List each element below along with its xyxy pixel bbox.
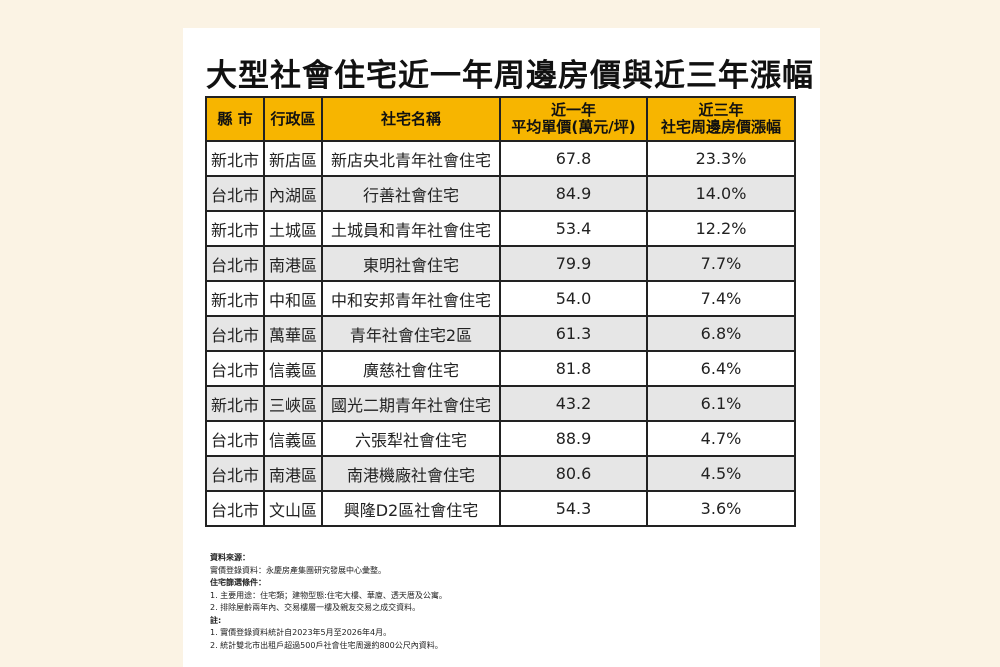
cell-district: 新店區 <box>263 140 323 177</box>
cell-city: 台北市 <box>205 175 265 212</box>
housing-price-table: 縣 市 行政區 社宅名稱 近一年 平均單價(萬元/坪) 近三年 社宅周邊房價漲幅… <box>205 96 796 527</box>
cell-growth: 7.4% <box>646 280 796 317</box>
cell-growth: 3.6% <box>646 490 796 527</box>
cell-city: 台北市 <box>205 350 265 387</box>
header-growth-line2: 社宅周邊房價漲幅 <box>660 118 781 136</box>
cell-city: 新北市 <box>205 210 265 247</box>
source-text: 實價登錄資料：永慶房產集團研究發展中心彙整。 <box>210 565 386 575</box>
filter-item: 2. 排除屋齡兩年內、交易樓層一樓及親友交易之成交資料。 <box>210 603 421 612</box>
page-title: 大型社會住宅近一年周邊房價與近三年漲幅 <box>206 58 814 94</box>
cell-name: 國光二期青年社會住宅 <box>321 385 501 422</box>
table-row: 台北市 內湖區 行善社會住宅 84.9 14.0% <box>205 175 796 212</box>
table-row: 台北市 南港區 南港機廠社會住宅 80.6 4.5% <box>205 455 796 492</box>
header-price-line1: 近一年 <box>550 101 596 119</box>
header-city: 縣 市 <box>205 96 265 142</box>
cell-city: 台北市 <box>205 245 265 282</box>
cell-price: 54.3 <box>499 490 648 527</box>
cell-growth: 6.1% <box>646 385 796 422</box>
table-row: 台北市 文山區 興隆D2區社會住宅 54.3 3.6% <box>205 490 796 527</box>
note-item: 2. 統計雙北市出租戶超過500戶社會住宅周邊約800公尺內資料。 <box>210 640 443 650</box>
table-row: 新北市 三峽區 國光二期青年社會住宅 43.2 6.1% <box>205 385 796 422</box>
filter-item: 1. 主要用途：住宅類；建物型態:住宅大樓、華廈、透天厝及公寓。 <box>210 590 447 600</box>
cell-city: 新北市 <box>205 280 265 317</box>
cell-district: 南港區 <box>263 455 323 492</box>
cell-city: 台北市 <box>205 315 265 352</box>
cell-price: 61.3 <box>499 315 648 352</box>
header-price-line2: 平均單價(萬元/坪) <box>511 118 636 136</box>
cell-name: 興隆D2區社會住宅 <box>321 490 501 527</box>
cell-growth: 7.7% <box>646 245 796 282</box>
cell-price: 67.8 <box>499 140 648 177</box>
table-row: 新北市 新店區 新店央北青年社會住宅 67.8 23.3% <box>205 140 796 177</box>
footnotes: 資料來源： 實價登錄資料：永慶房產集團研究發展中心彙整。 住宅篩選條件： 1. … <box>210 552 447 652</box>
header-name: 社宅名稱 <box>321 96 501 142</box>
cell-price: 80.6 <box>499 455 648 492</box>
cell-price: 54.0 <box>499 280 648 317</box>
cell-growth: 23.3% <box>646 140 796 177</box>
table-row: 台北市 信義區 六張犁社會住宅 88.9 4.7% <box>205 420 796 457</box>
header-district: 行政區 <box>263 96 323 142</box>
source-heading: 資料來源： <box>210 553 250 562</box>
header-growth: 近三年 社宅周邊房價漲幅 <box>646 96 796 142</box>
header-price: 近一年 平均單價(萬元/坪) <box>499 96 648 142</box>
cell-growth: 4.5% <box>646 455 796 492</box>
cell-district: 中和區 <box>263 280 323 317</box>
cell-name: 中和安邦青年社會住宅 <box>321 280 501 317</box>
cell-city: 台北市 <box>205 455 265 492</box>
cell-name: 南港機廠社會住宅 <box>321 455 501 492</box>
table-row: 台北市 萬華區 青年社會住宅2區 61.3 6.8% <box>205 315 796 352</box>
cell-district: 內湖區 <box>263 175 323 212</box>
cell-growth: 12.2% <box>646 210 796 247</box>
cell-price: 53.4 <box>499 210 648 247</box>
cell-district: 文山區 <box>263 490 323 527</box>
cell-price: 81.8 <box>499 350 648 387</box>
header-growth-line1: 近三年 <box>698 101 744 119</box>
filter-heading: 住宅篩選條件： <box>210 578 266 587</box>
cell-growth: 6.4% <box>646 350 796 387</box>
cell-growth: 4.7% <box>646 420 796 457</box>
table-header-row: 縣 市 行政區 社宅名稱 近一年 平均單價(萬元/坪) 近三年 社宅周邊房價漲幅 <box>205 96 796 142</box>
cell-city: 新北市 <box>205 140 265 177</box>
cell-district: 三峽區 <box>263 385 323 422</box>
cell-district: 南港區 <box>263 245 323 282</box>
cell-price: 84.9 <box>499 175 648 212</box>
cell-growth: 6.8% <box>646 315 796 352</box>
cell-district: 信義區 <box>263 350 323 387</box>
cell-name: 青年社會住宅2區 <box>321 315 501 352</box>
table-row: 台北市 南港區 東明社會住宅 79.9 7.7% <box>205 245 796 282</box>
cell-city: 台北市 <box>205 420 265 457</box>
cell-name: 行善社會住宅 <box>321 175 501 212</box>
cell-price: 79.9 <box>499 245 648 282</box>
cell-name: 廣慈社會住宅 <box>321 350 501 387</box>
cell-name: 土城員和青年社會住宅 <box>321 210 501 247</box>
cell-district: 萬華區 <box>263 315 323 352</box>
table-row: 新北市 土城區 土城員和青年社會住宅 53.4 12.2% <box>205 210 796 247</box>
cell-name: 東明社會住宅 <box>321 245 501 282</box>
cell-district: 土城區 <box>263 210 323 247</box>
cell-district: 信義區 <box>263 420 323 457</box>
cell-city: 新北市 <box>205 385 265 422</box>
cell-price: 43.2 <box>499 385 648 422</box>
cell-city: 台北市 <box>205 490 265 527</box>
table-row: 台北市 信義區 廣慈社會住宅 81.8 6.4% <box>205 350 796 387</box>
note-heading: 註: <box>210 615 222 625</box>
cell-name: 新店央北青年社會住宅 <box>321 140 501 177</box>
table-row: 新北市 中和區 中和安邦青年社會住宅 54.0 7.4% <box>205 280 796 317</box>
cell-name: 六張犁社會住宅 <box>321 420 501 457</box>
note-item: 1. 實價登錄資料統計自2023年5月至2026年4月。 <box>210 628 392 637</box>
cell-price: 88.9 <box>499 420 648 457</box>
cell-growth: 14.0% <box>646 175 796 212</box>
